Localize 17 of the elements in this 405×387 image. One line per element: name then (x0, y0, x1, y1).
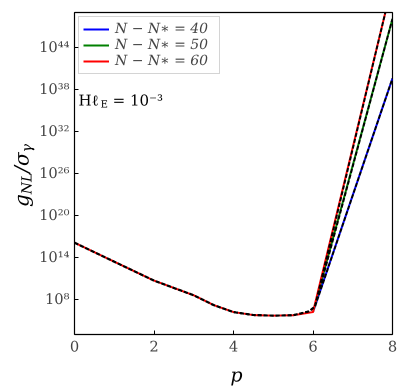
y-tick-label: 10³⁸ (39, 81, 70, 98)
y-tick-label: 10²⁶ (39, 165, 70, 182)
y-tick-label: 10³² (39, 123, 70, 140)
y-tick-label: 10²⁰ (39, 207, 70, 224)
y-tick-label: 10⁴⁴ (39, 39, 70, 56)
x-tick-label: 0 (70, 338, 80, 356)
y-axis-title: gNL/σγ (10, 143, 36, 208)
y-tick-label: 10¹⁴ (39, 249, 70, 266)
x-tick-label: 2 (149, 338, 159, 356)
x-tick-label: 8 (388, 338, 398, 356)
x-tick-label: 6 (308, 338, 318, 356)
x-tick-label: 4 (228, 338, 238, 356)
legend-label: N − N∗ = 40 (115, 21, 210, 37)
y-tick-label: 10⁸ (44, 291, 70, 308)
x-axis-title: p (230, 364, 243, 386)
legend-label: N − N∗ = 50 (115, 37, 210, 53)
legend-label: N − N∗ = 60 (115, 53, 210, 69)
